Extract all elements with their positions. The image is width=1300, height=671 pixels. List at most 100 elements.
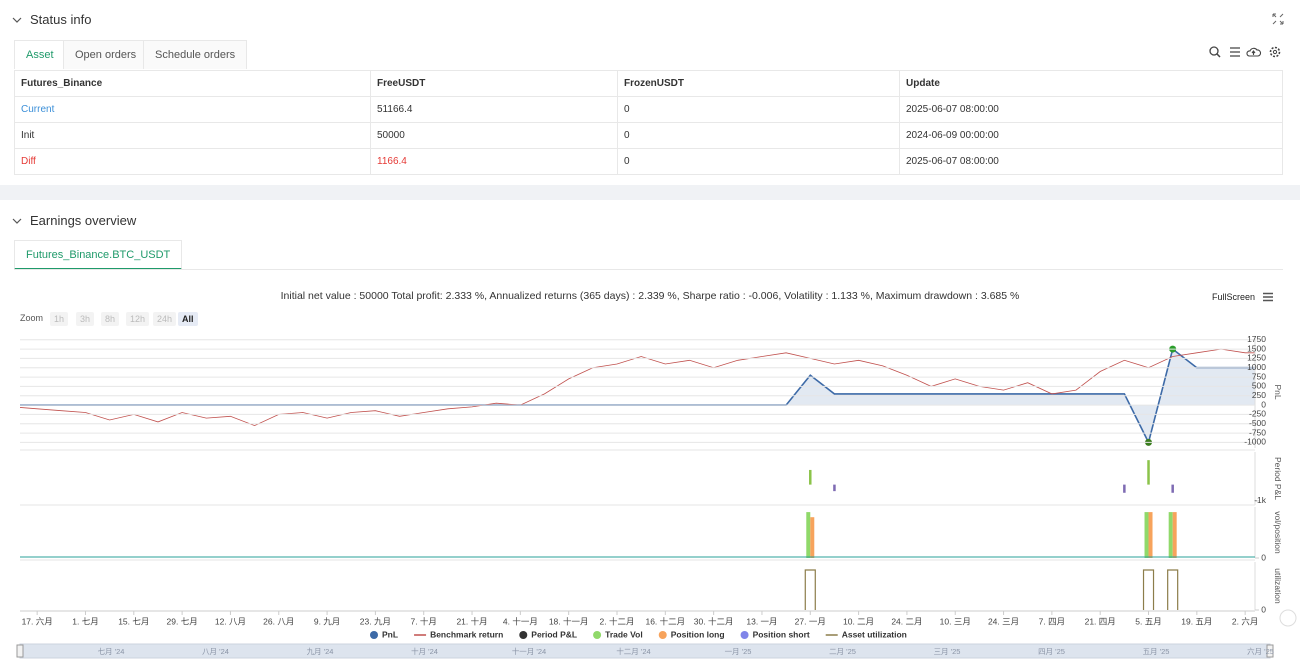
legend-label[interactable]: PnL [382, 629, 398, 639]
legend-symbol [593, 631, 602, 639]
fullscreen-button[interactable]: FullScreen [1212, 292, 1256, 302]
header-cell: FrozenUSDT [617, 70, 900, 97]
bar [1172, 512, 1177, 558]
x-tick-label: 19. 五月 [1181, 616, 1212, 626]
navigator-label: 十二月 '24 [616, 646, 650, 656]
zoom-button[interactable]: 24h [153, 312, 177, 326]
y-tick-label: 0 [1261, 604, 1266, 614]
navigator-label: 十一月 '24 [512, 646, 546, 656]
cell: 1166.4 [370, 148, 618, 175]
menu-icon[interactable] [1262, 292, 1274, 302]
x-tick-label: 21. 四月 [1085, 616, 1116, 626]
zoom-button[interactable]: 1h [50, 312, 69, 326]
utilization-step [804, 569, 816, 610]
legend-symbol [370, 631, 378, 639]
legend-label[interactable]: Trade Vol [605, 629, 643, 639]
x-tick-label: 18. 十一月 [549, 616, 589, 626]
y-tick-label: 250 [1252, 390, 1266, 400]
section-title: Status info [30, 12, 92, 27]
cell: Init [14, 122, 371, 149]
header-cell: Futures_Binance [14, 70, 371, 97]
x-tick-label: 27. 一月 [795, 616, 826, 626]
x-tick-label: 7. 四月 [1039, 616, 1065, 626]
y-tick-label: 750 [1252, 371, 1266, 381]
x-tick-label: 17. 六月 [22, 616, 53, 626]
cell: Current [14, 96, 371, 123]
x-tick-label: 24. 三月 [988, 616, 1019, 626]
legend-label[interactable]: Period P&L [531, 629, 577, 639]
x-tick-label: 26. 八月 [263, 616, 294, 626]
status-panel: Status info Asset Open orders Schedule o… [0, 0, 1300, 185]
bar [1144, 512, 1149, 558]
navigator-label: 三月 '25 [934, 647, 961, 656]
collapse-icon[interactable] [12, 15, 22, 25]
y-tick-label: 500 [1252, 381, 1266, 391]
tab[interactable]: Asset [14, 40, 66, 69]
cell: Diff [14, 148, 371, 175]
legend-symbol [658, 631, 667, 639]
zoom-label: Zoom [20, 313, 44, 323]
navigator-label: 八月 '24 [202, 647, 229, 656]
x-tick-label: 16. 十二月 [645, 616, 685, 626]
navigator-label: 五月 '25 [1143, 647, 1170, 656]
bar [1148, 512, 1153, 558]
navigator-label: 二月 '25 [829, 647, 856, 656]
asset-table: Futures_Binance FreeUSDT FrozenUSDT Upda… [14, 70, 1283, 175]
bar [810, 517, 815, 558]
navigator-label: 四月 '25 [1038, 647, 1065, 656]
help-button[interactable] [1279, 609, 1297, 627]
zoom-button[interactable]: 8h [101, 312, 120, 326]
x-tick-label: 10. 二月 [843, 616, 874, 626]
summary: Initial net value : 50000 Total profit: … [280, 290, 1020, 302]
x-tick-label: 1. 七月 [72, 616, 98, 626]
x-tick-label: 12. 八月 [215, 616, 246, 626]
y-axis-title: utilization [1273, 568, 1283, 604]
navigator-label: 一月 '25 [725, 647, 752, 656]
bar [1147, 460, 1150, 485]
zoom-button[interactable]: All [178, 312, 198, 326]
legend-label[interactable]: Position long [671, 629, 725, 639]
cell: 2025-06-07 08:00:00 [899, 96, 1283, 123]
navigator-label: 九月 '24 [307, 647, 334, 656]
navigator-handle[interactable] [16, 644, 24, 658]
x-tick-label: 7. 十月 [410, 616, 436, 626]
y-axis-title: PnL [1273, 384, 1283, 399]
x-tick-label: 2. 十二月 [600, 616, 635, 626]
y-tick-label: 1250 [1247, 353, 1266, 363]
x-tick-label: 9. 九月 [314, 616, 340, 626]
section-title: Earnings overview [30, 213, 137, 228]
y-axis-title: Period P&L [1273, 457, 1283, 500]
expand-icon[interactable] [1272, 13, 1284, 25]
bar [809, 469, 812, 485]
y-tick-label: -250 [1249, 409, 1266, 419]
bar [833, 484, 836, 492]
zoom-button[interactable]: 12h [126, 312, 150, 326]
legend-symbol [740, 631, 749, 639]
collapse-icon[interactable] [12, 216, 22, 226]
y-tick-label: 1750 [1247, 334, 1266, 344]
legend-label[interactable]: Benchmark return [430, 629, 503, 639]
navigator-handle[interactable] [1266, 644, 1274, 658]
y-tick-label: -1k [1254, 495, 1267, 505]
bar [1171, 484, 1174, 493]
x-tick-label: 10. 三月 [940, 616, 971, 626]
legend-symbol [519, 631, 528, 639]
legend-label[interactable]: Position short [753, 629, 810, 639]
x-tick-label: 30. 十二月 [694, 616, 734, 626]
x-tick-label: 13. 一月 [746, 616, 777, 626]
x-tick-label: 15. 七月 [118, 616, 149, 626]
y-tick-label: 1500 [1247, 343, 1266, 353]
series-line [20, 348, 1255, 427]
bar [1168, 512, 1173, 558]
x-tick-label: 4. 十一月 [503, 616, 538, 626]
toolbar-icons[interactable] [1208, 45, 1284, 59]
navigator-label: 六月 '25 [1247, 646, 1274, 656]
tab[interactable]: Schedule orders [143, 40, 248, 69]
zoom-button[interactable]: 3h [76, 312, 95, 326]
utilization-step [1142, 569, 1155, 610]
bar [806, 512, 811, 558]
legend-label[interactable]: Asset utilization [842, 629, 907, 639]
